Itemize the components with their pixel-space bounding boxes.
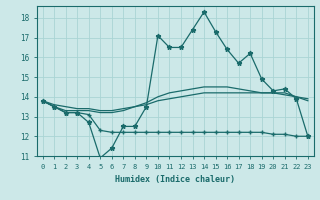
X-axis label: Humidex (Indice chaleur): Humidex (Indice chaleur) [115, 175, 235, 184]
